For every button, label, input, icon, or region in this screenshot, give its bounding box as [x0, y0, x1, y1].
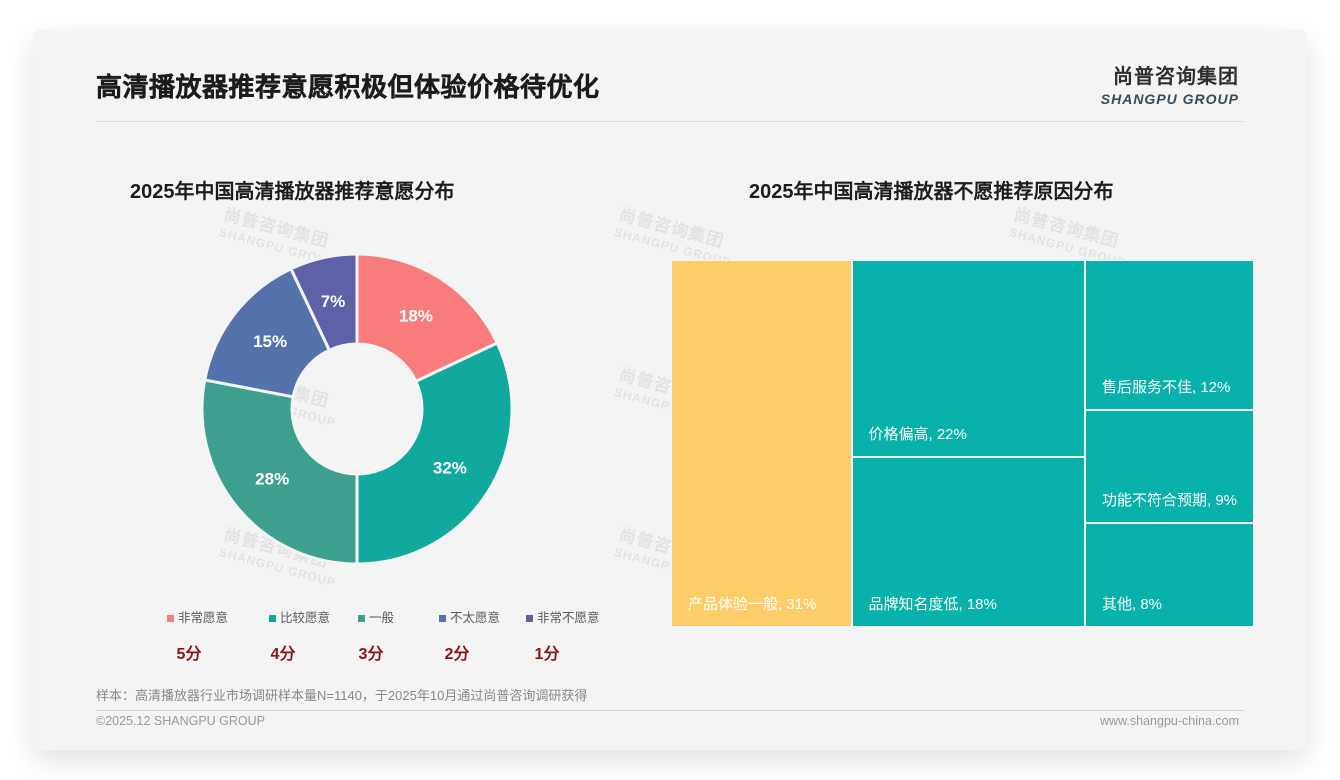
svg-text:18%: 18% — [399, 307, 433, 326]
svg-text:15%: 15% — [253, 332, 287, 351]
svg-text:32%: 32% — [433, 458, 467, 477]
svg-text:7%: 7% — [321, 292, 346, 311]
svg-text:28%: 28% — [255, 470, 289, 489]
